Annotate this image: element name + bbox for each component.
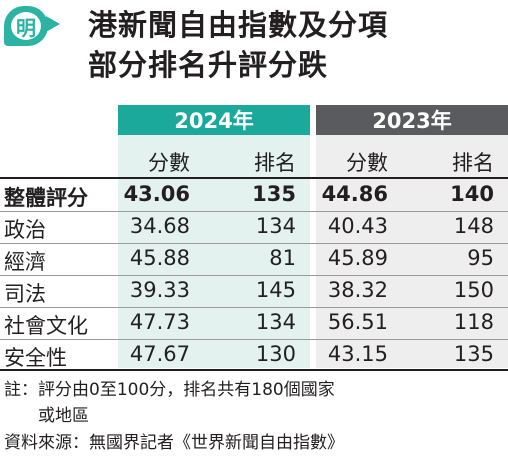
score-2024: 39.33 [129, 278, 190, 302]
rank-2024: 134 [255, 214, 296, 238]
rank-2023: 148 [453, 214, 494, 238]
table-row: 安全性 47.67 130 43.15 135 [0, 340, 508, 371]
table-top-rule [0, 177, 508, 179]
header-2024: 2024年 [118, 105, 310, 135]
newspaper-logo: 明 [4, 6, 60, 46]
subheader-score-2024: 分數 [148, 151, 190, 175]
rank-2023: 135 [453, 342, 494, 366]
row-label: 司法 [4, 282, 46, 306]
rank-2024: 130 [255, 342, 296, 366]
row-divider [0, 211, 508, 212]
table-row: 政治 34.68 134 40.43 148 [0, 212, 508, 243]
column-shade-2024 [118, 135, 310, 368]
score-2024: 43.06 [123, 182, 190, 206]
row-divider [0, 243, 508, 244]
rank-2023: 95 [467, 246, 494, 270]
table-row: 司法 39.33 145 38.32 150 [0, 276, 508, 307]
subheader-rank-2024: 排名 [254, 151, 296, 175]
rank-2023: 150 [453, 278, 494, 302]
subheader-score-2023: 分數 [346, 151, 388, 175]
subheader-rank-2023: 排名 [452, 151, 494, 175]
footnote-continued: 或地區 [38, 406, 89, 426]
row-divider [0, 339, 508, 340]
score-2023: 44.86 [321, 182, 388, 206]
row-divider [0, 275, 508, 276]
rank-2023: 118 [453, 310, 494, 334]
score-2024: 34.68 [129, 214, 190, 238]
score-2024: 47.73 [129, 310, 190, 334]
column-shade-2023 [316, 135, 508, 368]
row-label: 整體評分 [4, 186, 88, 210]
rank-2024: 81 [269, 246, 296, 270]
table-row: 社會文化 47.73 134 56.51 118 [0, 308, 508, 339]
title-line-2: 部分排名升評分跌 [88, 48, 329, 82]
table-row: 經濟 45.88 81 45.89 95 [0, 244, 508, 275]
header-2023: 2023年 [316, 105, 508, 135]
logo-mark: 明 [11, 12, 41, 40]
rank-2024: 134 [255, 310, 296, 334]
title-line-1: 港新聞自由指數及分項 [88, 8, 389, 42]
row-label: 社會文化 [4, 314, 88, 338]
rank-2024: 145 [255, 278, 296, 302]
row-label: 經濟 [4, 250, 46, 274]
row-divider [0, 307, 508, 308]
row-label: 政治 [4, 218, 46, 242]
score-2023: 38.32 [327, 278, 388, 302]
score-2023: 45.89 [327, 246, 388, 270]
score-2024: 47.67 [129, 342, 190, 366]
table-bottom-rule [0, 369, 508, 371]
rank-2024: 135 [252, 182, 296, 206]
row-label: 安全性 [4, 346, 67, 370]
score-2023: 56.51 [327, 310, 388, 334]
footnote: 註：評分由0至100分，排名共有180個國家 [4, 380, 335, 400]
score-2023: 40.43 [327, 214, 388, 238]
table-row: 整體評分 43.06 135 44.86 140 [0, 180, 508, 211]
source-note: 資料來源：無國界記者《世界新聞自由指數》 [4, 433, 344, 453]
score-2024: 45.88 [129, 246, 190, 270]
score-2023: 43.15 [327, 342, 388, 366]
rank-2023: 140 [450, 182, 494, 206]
